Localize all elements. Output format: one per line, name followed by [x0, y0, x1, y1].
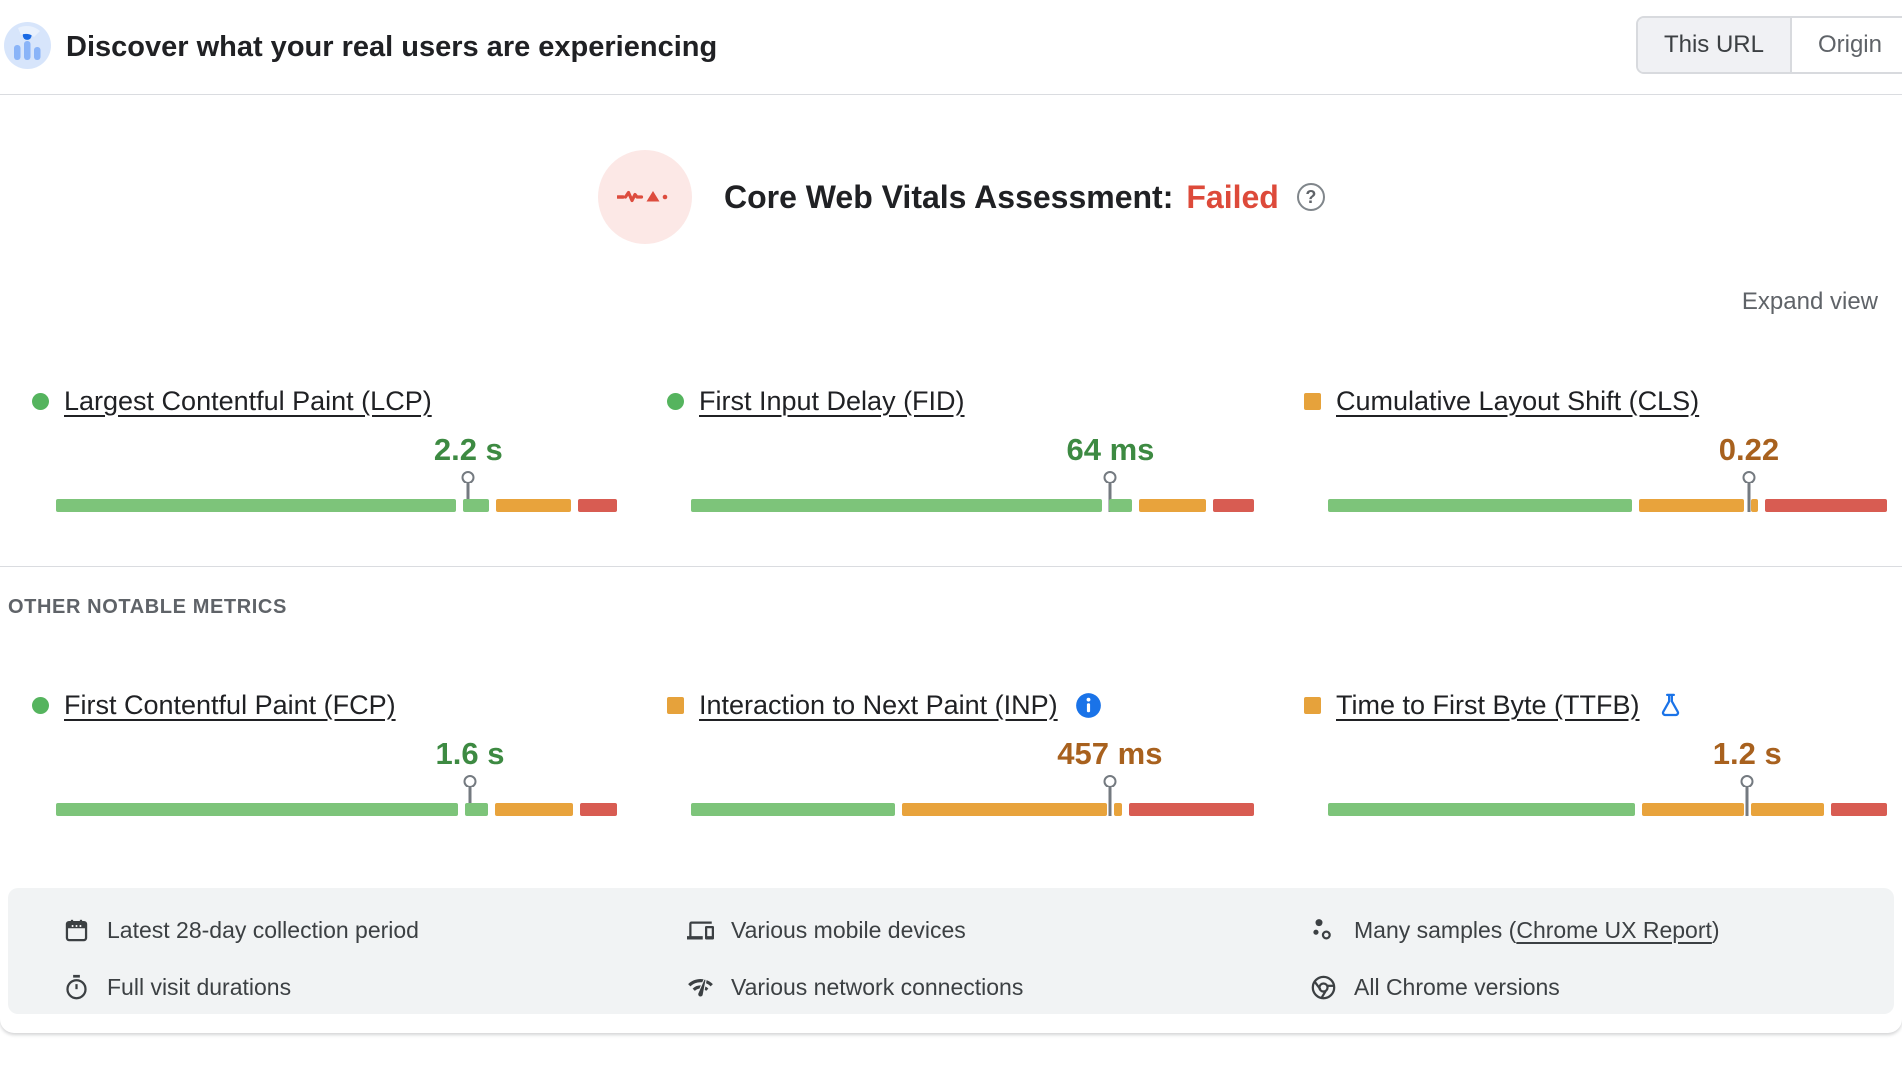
bar-segment-orange: [1751, 499, 1758, 512]
card-header: Discover what your real users are experi…: [0, 0, 1902, 95]
rating-indicator: [667, 392, 684, 410]
chrome-versions-item: All Chrome versions: [1310, 967, 1894, 1008]
distribution-bar: [56, 499, 618, 512]
rating-indicator: [1304, 392, 1321, 410]
scope-toggle: This URL Origin: [1635, 16, 1902, 74]
metric-value: 2.2 s: [433, 432, 503, 467]
metric-inp: Interaction to Next Paint (INP) 457 ms: [667, 684, 1255, 816]
chrome-ux-report-link[interactable]: Chrome UX Report: [1516, 917, 1712, 943]
other-metrics-section-label: OTHER NOTABLE METRICS: [8, 596, 287, 618]
toggle-this-url-button[interactable]: This URL: [1637, 18, 1792, 72]
metric-link-inp[interactable]: Interaction to Next Paint (INP): [699, 689, 1058, 720]
flask-icon[interactable]: [1657, 692, 1684, 719]
bar-segment-orange: [495, 803, 573, 816]
metric-lcp: Largest Contentful Paint (LCP) 2.2 s: [32, 380, 618, 512]
timer-icon: [63, 974, 90, 1001]
bar-segment-green: [691, 499, 1103, 512]
bar-segment-orange: [495, 499, 572, 512]
bar-segment-red: [579, 803, 617, 816]
samples-item: Many samples (Chrome UX Report): [1310, 910, 1894, 951]
metric-value: 1.6 s: [435, 736, 505, 771]
distribution-bar: [691, 499, 1254, 512]
metric-link-fcp[interactable]: First Contentful Paint (FCP): [64, 689, 396, 720]
bar-segment-green: [1109, 499, 1132, 512]
collection-period-text: Latest 28-day collection period: [107, 917, 419, 943]
bar-segment-orange: [1639, 499, 1745, 512]
bar-segment-red: [1128, 803, 1255, 816]
cwv-assessment-badge: [598, 150, 692, 244]
calendar-icon: [63, 917, 90, 944]
bar-segment-orange: [1642, 803, 1744, 816]
devices-text: Various mobile devices: [731, 917, 966, 943]
core-metrics-row: Largest Contentful Paint (LCP) 2.2 s Fir…: [32, 380, 1887, 512]
toggle-origin-button[interactable]: Origin: [1791, 18, 1902, 72]
network-text: Various network connections: [731, 974, 1024, 1000]
expand-view-link[interactable]: Expand view: [1741, 288, 1878, 315]
bar-segment-red: [578, 499, 618, 512]
metric-value: 64 ms: [1066, 432, 1155, 467]
help-icon[interactable]: ?: [1296, 183, 1325, 211]
distribution-bar: [691, 803, 1255, 816]
samples-text: Many samples (Chrome UX Report): [1354, 917, 1720, 943]
devices-icon: [687, 917, 714, 944]
bar-segment-green: [1328, 803, 1636, 816]
bar-segment-red: [1830, 803, 1887, 816]
section-divider: [0, 566, 1902, 567]
page-title: Discover what your real users are experi…: [66, 31, 718, 63]
metric-fid: First Input Delay (FID) 64 ms: [667, 380, 1254, 512]
distribution-bar: [56, 803, 617, 816]
metric-value: 1.2 s: [1712, 736, 1782, 771]
other-metrics-row: First Contentful Paint (FCP) 1.6 s Inter…: [32, 684, 1887, 816]
metric-link-cls[interactable]: Cumulative Layout Shift (CLS): [1336, 385, 1700, 416]
bar-segment-orange: [902, 803, 1107, 816]
bar-segment-green: [56, 499, 457, 512]
metric-link-ttfb[interactable]: Time to First Byte (TTFB): [1336, 689, 1640, 720]
rating-indicator: [667, 696, 684, 714]
chrome-icon: [1310, 974, 1337, 1001]
chrome-versions-text: All Chrome versions: [1354, 974, 1560, 1000]
visit-durations-text: Full visit durations: [107, 974, 292, 1000]
bar-segment-red: [1764, 499, 1887, 512]
cwv-assessment-result: Failed: [1186, 178, 1279, 215]
rating-indicator: [32, 392, 49, 410]
bar-segment-green: [463, 499, 489, 512]
pulse-icon: [617, 190, 668, 203]
metric-fcp: First Contentful Paint (FCP) 1.6 s: [32, 684, 617, 816]
metric-value: 457 ms: [1057, 736, 1163, 771]
visit-durations-item: Full visit durations: [63, 967, 687, 1008]
metric-cls: Cumulative Layout Shift (CLS) 0.22: [1304, 380, 1887, 512]
bar-segment-orange: [1113, 803, 1122, 816]
field-data-icon: [4, 22, 51, 69]
cwv-assessment-row: Core Web Vitals Assessment: Failed ?: [724, 150, 1325, 244]
collection-period-item: Latest 28-day collection period: [63, 910, 687, 951]
bar-segment-red: [1213, 499, 1254, 512]
bar-segment-green: [691, 803, 896, 816]
bar-segment-orange: [1750, 803, 1824, 816]
field-data-card: Discover what your real users are experi…: [0, 0, 1902, 1014]
cwv-assessment-label: Core Web Vitals Assessment:: [724, 178, 1174, 215]
network-item: Various network connections: [687, 967, 1310, 1008]
samples-icon: [1310, 917, 1337, 944]
metric-link-lcp[interactable]: Largest Contentful Paint (LCP): [64, 385, 432, 416]
network-icon: [687, 974, 714, 1001]
metric-value: 0.22: [1718, 432, 1780, 467]
rating-indicator: [1304, 696, 1321, 714]
bar-segment-green: [56, 803, 458, 816]
distribution-bar: [1328, 803, 1887, 816]
metric-ttfb: Time to First Byte (TTFB) 1.2 s: [1304, 684, 1887, 816]
bar-segment-green: [464, 803, 489, 816]
bar-segment-green: [1328, 499, 1633, 512]
rating-indicator: [32, 696, 49, 714]
distribution-bar: [1328, 499, 1887, 512]
devices-item: Various mobile devices: [687, 910, 1310, 951]
collection-details-box: Latest 28-day collection period Full vis…: [8, 888, 1894, 1014]
metric-link-fid[interactable]: First Input Delay (FID): [699, 385, 965, 416]
info-icon[interactable]: [1075, 692, 1102, 719]
bar-segment-orange: [1138, 499, 1207, 512]
